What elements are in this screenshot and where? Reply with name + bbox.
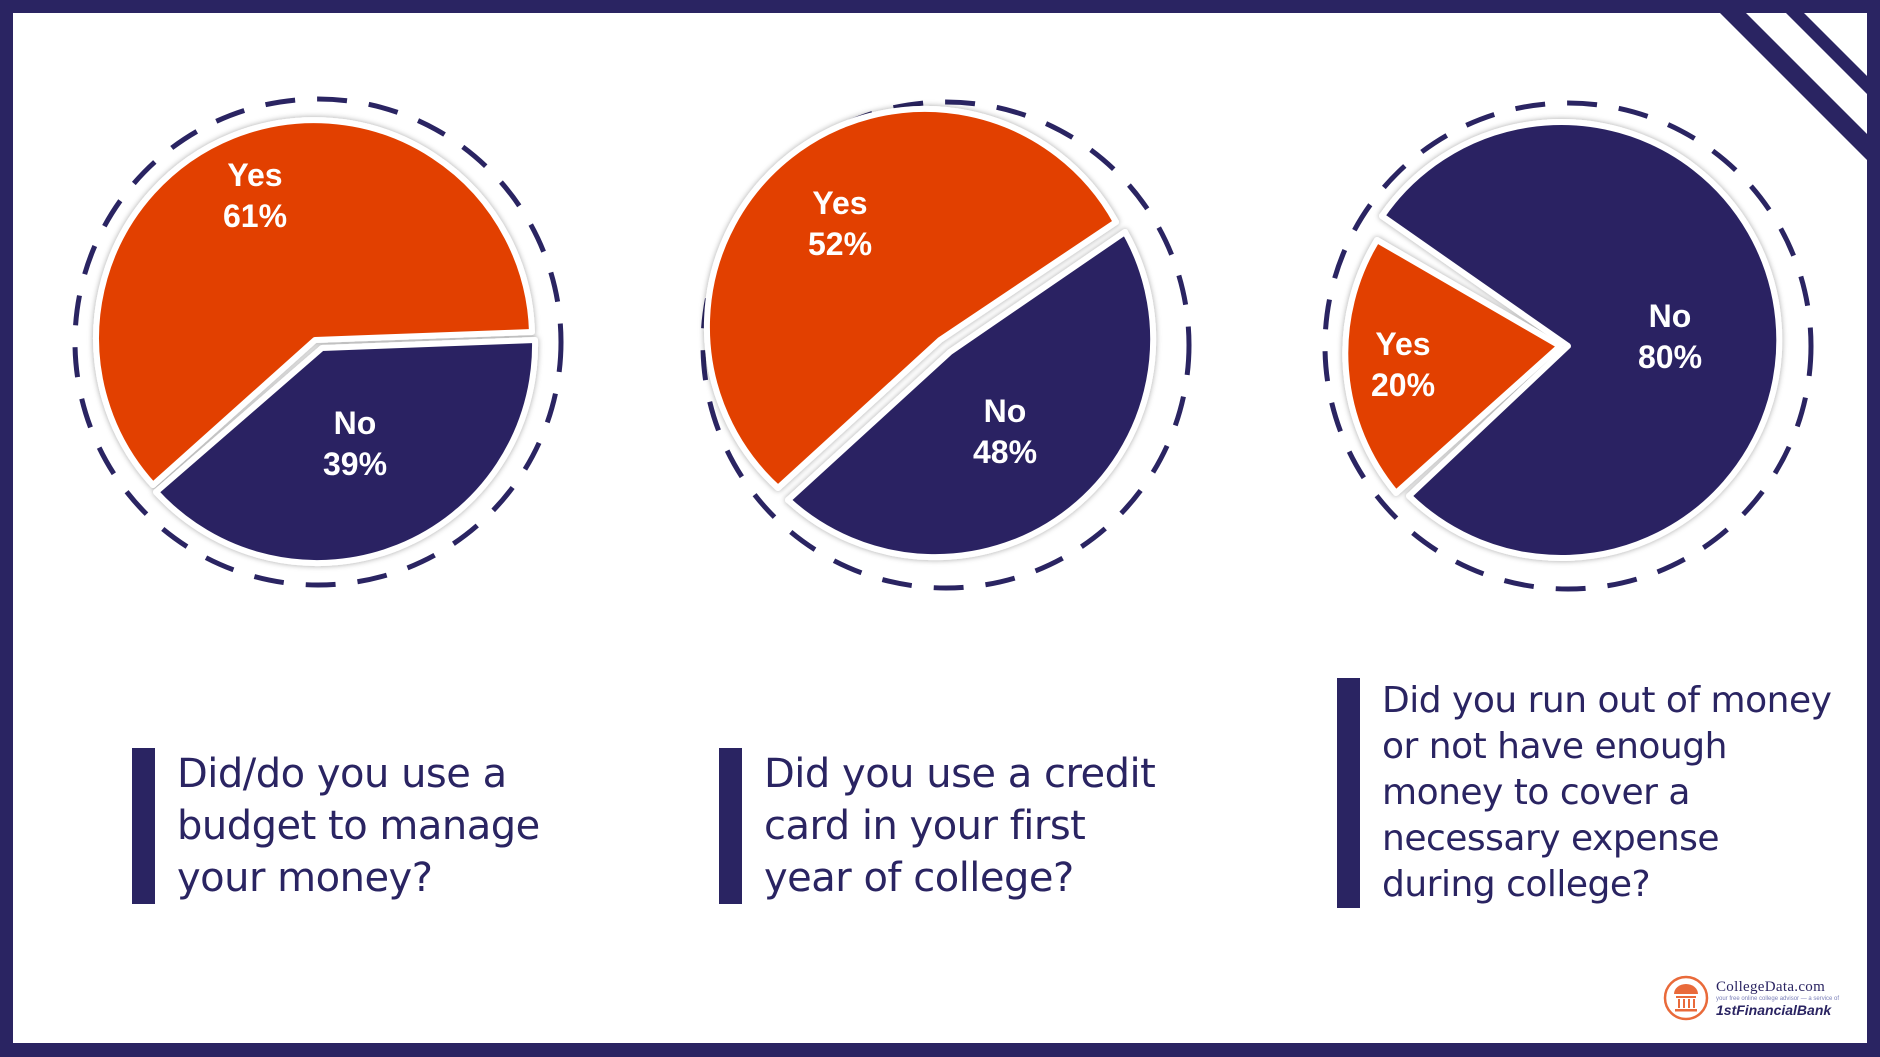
slice-no	[1379, 119, 1783, 561]
question-line: card in your first	[764, 803, 1086, 849]
pie3-yes-label: Yes 20%	[1348, 324, 1458, 406]
logo-bank-text: 1stFinancialBank	[1716, 1001, 1832, 1018]
yes-text: Yes	[1375, 326, 1431, 362]
dashed-ring	[1322, 100, 1814, 592]
question-text: Did you use a credit card in your first …	[764, 748, 1156, 904]
accent-bar	[719, 748, 742, 904]
slice-no	[785, 229, 1157, 561]
question-line: during college?	[1382, 864, 1651, 905]
pie2-yes-label: Yes 52%	[785, 183, 895, 265]
pie1-yes-label: Yes 61%	[200, 155, 310, 237]
question-line: your money?	[177, 855, 433, 901]
slice-no	[153, 337, 539, 567]
accent-bar	[132, 748, 155, 904]
no-percent: 48%	[972, 434, 1038, 470]
question-line: money to cover a	[1382, 772, 1690, 813]
pie2-no-label: No 48%	[950, 391, 1060, 473]
slice-yes	[1342, 237, 1563, 496]
building-icon	[1663, 975, 1709, 1021]
slice-yes	[703, 105, 1119, 491]
dashed-ring	[700, 99, 1192, 591]
yes-percent: 52%	[807, 226, 873, 262]
question-line: Did you use a credit	[764, 751, 1156, 797]
accent-bar	[1337, 678, 1360, 908]
question-text: Did you run out of money or not have eno…	[1382, 678, 1832, 908]
corner-stripes-decoration	[1720, 13, 1867, 160]
pie1-no-label: No 39%	[300, 403, 410, 485]
no-text: No	[333, 405, 377, 441]
yes-text: Yes	[812, 185, 868, 221]
yes-percent: 20%	[1370, 367, 1436, 403]
pie3-no-label: No 80%	[1615, 296, 1725, 378]
question-line: year of college?	[764, 855, 1074, 901]
question-line: necessary expense	[1382, 818, 1720, 859]
question-line: budget to manage	[177, 803, 540, 849]
question-text: Did/do you use a budget to manage your m…	[177, 748, 540, 904]
no-text: No	[983, 393, 1027, 429]
yes-percent: 61%	[222, 198, 288, 234]
pie-chart-budget	[72, 96, 564, 588]
yes-text: Yes	[227, 157, 283, 193]
collegedata-logo: CollegeData.com your free online college…	[1662, 970, 1848, 1026]
question-ran-out-of-money: Did you run out of money or not have eno…	[1337, 678, 1832, 908]
question-line: Did/do you use a	[177, 751, 507, 797]
question-budget: Did/do you use a budget to manage your m…	[132, 748, 540, 904]
logo-brand-text: CollegeData.com	[1716, 978, 1826, 995]
no-percent: 80%	[1637, 339, 1703, 375]
question-line: Did you run out of money	[1382, 680, 1832, 721]
dashed-ring	[72, 96, 564, 588]
logo-tagline: your free online college advisor — a ser…	[1716, 995, 1840, 1002]
pie-chart-ran-out-of-money	[1322, 100, 1814, 592]
slice-yes	[93, 117, 535, 488]
pie-chart-credit-card	[700, 99, 1192, 591]
no-text: No	[1648, 298, 1692, 334]
question-credit-card: Did you use a credit card in your first …	[719, 748, 1156, 904]
no-percent: 39%	[322, 446, 388, 482]
question-line: or not have enough	[1382, 726, 1727, 767]
